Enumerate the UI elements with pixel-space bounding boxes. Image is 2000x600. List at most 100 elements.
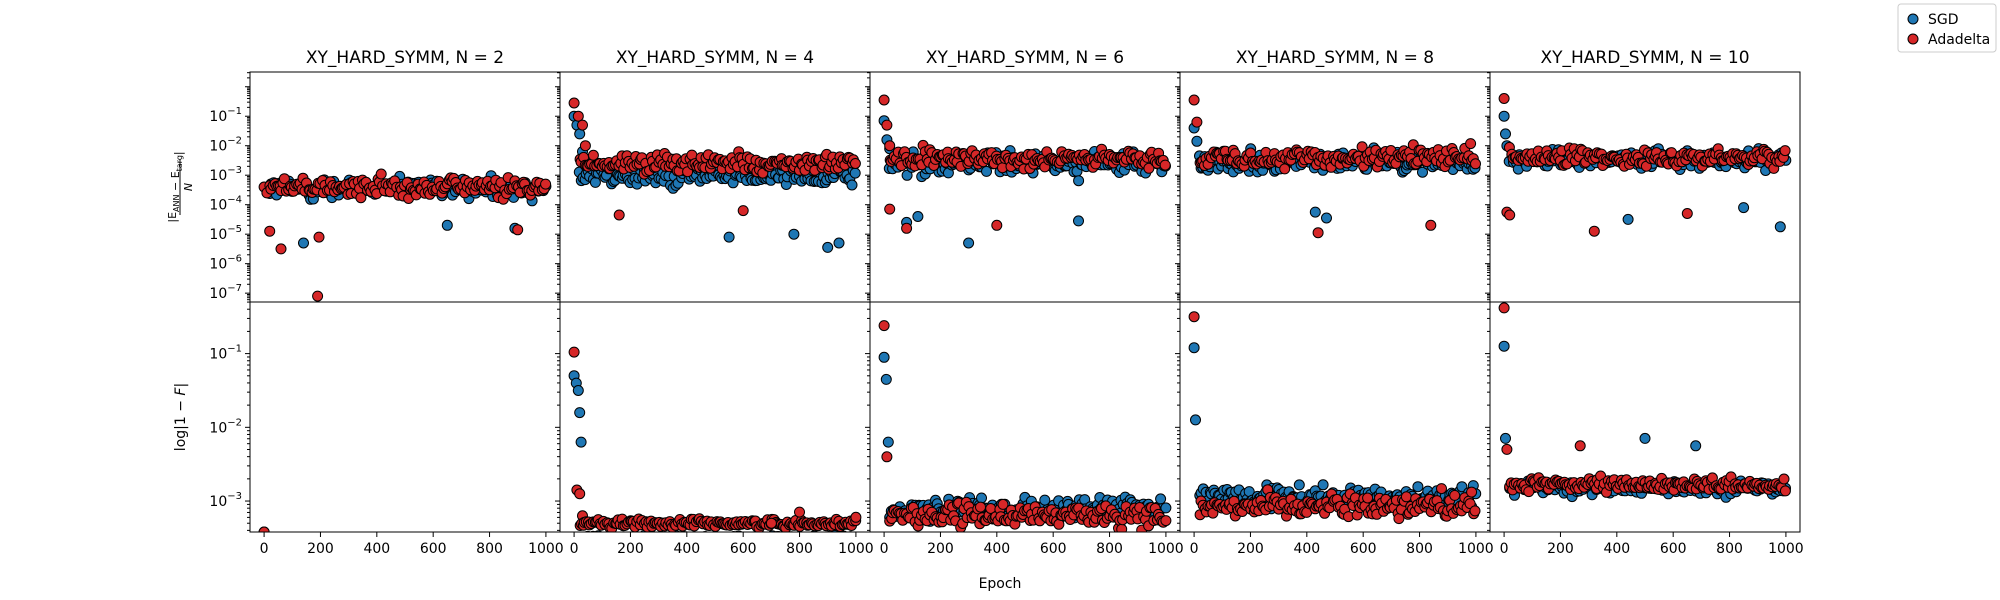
data-point-sgd	[1190, 414, 1201, 426]
data-point-adadelta	[1279, 163, 1291, 175]
data-point-sgd	[594, 531, 598, 532]
data-point-sgd	[658, 531, 661, 532]
data-point-sgd	[1039, 494, 1051, 506]
x-tick-label: 600	[1660, 541, 1687, 557]
data-point-sgd	[716, 533, 726, 543]
data-point-sgd	[1456, 481, 1468, 493]
x-tick-label: 400	[363, 541, 390, 557]
x-tick-label: 0	[1190, 541, 1199, 557]
y-tick-label: 10−1	[209, 106, 242, 125]
data-point-sgd	[715, 533, 725, 543]
panel-title: XY_HARD_SYMM, N = 8	[1236, 48, 1434, 68]
scatter-points	[258, 526, 270, 532]
data-point-sgd	[769, 534, 779, 544]
data-point-adadelta	[1116, 523, 1128, 532]
scatter-points	[568, 97, 861, 253]
data-point-adadelta	[512, 224, 524, 236]
data-point-adadelta	[1681, 208, 1693, 219]
data-point-sgd	[580, 531, 586, 532]
axes-frame	[869, 71, 1181, 303]
data-point-sgd	[1639, 432, 1651, 444]
x-tick-label: 0	[260, 541, 269, 557]
data-point-sgd	[816, 535, 826, 545]
data-point-sgd	[1188, 342, 1200, 354]
data-point-sgd	[1309, 206, 1321, 218]
data-point-adadelta	[901, 222, 913, 234]
y-tick-label: 10−3	[209, 491, 242, 510]
data-point-sgd	[1498, 110, 1510, 122]
data-point-sgd	[768, 531, 775, 532]
data-point-sgd	[723, 531, 726, 532]
data-point-sgd	[1073, 215, 1084, 227]
x-tick-label: 200	[1547, 541, 1574, 557]
scatter-points	[258, 168, 552, 302]
x-axis-label: Epoch	[979, 576, 1022, 592]
y-tick-label: 10−2	[209, 417, 242, 436]
data-point-sgd	[981, 165, 992, 177]
fidelity-axes: 0 200 400 600 800 1000	[1485, 301, 1804, 557]
data-point-adadelta	[264, 225, 276, 237]
x-tick-label: 600	[1040, 541, 1067, 557]
y-axis-label: log|1 − F|	[173, 383, 189, 451]
x-tick-label: 1000	[1148, 541, 1184, 557]
data-point-adadelta	[1523, 486, 1535, 498]
data-point-sgd	[706, 533, 716, 543]
data-point-sgd	[653, 533, 663, 543]
data-point-adadelta	[737, 205, 749, 217]
data-point-sgd	[759, 533, 769, 543]
data-point-adadelta	[1362, 492, 1374, 504]
scatter-points	[1498, 302, 1791, 503]
data-point-sgd	[580, 533, 590, 543]
data-point-adadelta	[884, 203, 896, 215]
energy-axes	[1485, 71, 1801, 303]
data-point-sgd	[652, 531, 657, 532]
data-point-adadelta	[1188, 94, 1200, 106]
data-point-sgd	[763, 531, 768, 532]
data-point-sgd	[597, 533, 607, 543]
data-point-adadelta	[1449, 489, 1461, 501]
x-tick-label: 600	[730, 541, 757, 557]
data-point-sgd	[601, 534, 611, 544]
data-point-sgd	[819, 533, 829, 543]
data-point-adadelta	[850, 511, 862, 523]
data-point-adadelta	[1779, 485, 1791, 497]
data-point-sgd	[822, 241, 834, 253]
x-tick-label: 600	[1350, 541, 1377, 557]
data-point-adadelta	[849, 158, 861, 169]
data-point-adadelta	[1504, 209, 1516, 221]
data-point-sgd	[846, 179, 858, 191]
data-point-adadelta	[1778, 473, 1790, 485]
data-point-sgd	[589, 176, 601, 188]
data-point-adadelta	[568, 97, 580, 109]
data-point-adadelta	[1356, 141, 1368, 153]
panel-2: XY_HARD_SYMM, N = 4 0 200 400 600 800 1000	[555, 48, 874, 557]
data-point-adadelta	[572, 110, 584, 122]
x-tick-label: 800	[476, 541, 503, 557]
x-tick-label: 1000	[838, 541, 874, 557]
data-point-adadelta	[878, 94, 890, 106]
axes-frame	[1179, 71, 1491, 303]
data-point-sgd	[776, 533, 786, 543]
data-point-sgd	[773, 531, 781, 532]
data-point-adadelta	[975, 501, 986, 513]
x-tick-label: 400	[673, 541, 700, 557]
data-point-sgd	[1191, 135, 1203, 147]
data-point-sgd	[659, 533, 669, 543]
data-point-sgd	[878, 351, 890, 363]
data-point-sgd	[585, 531, 588, 532]
data-point-sgd	[757, 531, 763, 532]
x-tick-label: 800	[786, 541, 813, 557]
data-point-adadelta	[275, 243, 287, 255]
data-point-sgd	[663, 535, 673, 545]
data-point-sgd	[775, 531, 782, 532]
data-point-sgd	[679, 530, 687, 532]
scatter-points	[878, 94, 1171, 249]
data-point-sgd	[642, 534, 652, 544]
x-tick-label: 200	[617, 541, 644, 557]
y-tick-label: 10−1	[209, 344, 242, 363]
data-point-sgd	[708, 533, 718, 543]
data-point-sgd	[590, 533, 600, 543]
scatter-points	[568, 346, 862, 545]
y-label-denominator: N	[182, 183, 195, 191]
data-point-adadelta	[613, 209, 625, 221]
